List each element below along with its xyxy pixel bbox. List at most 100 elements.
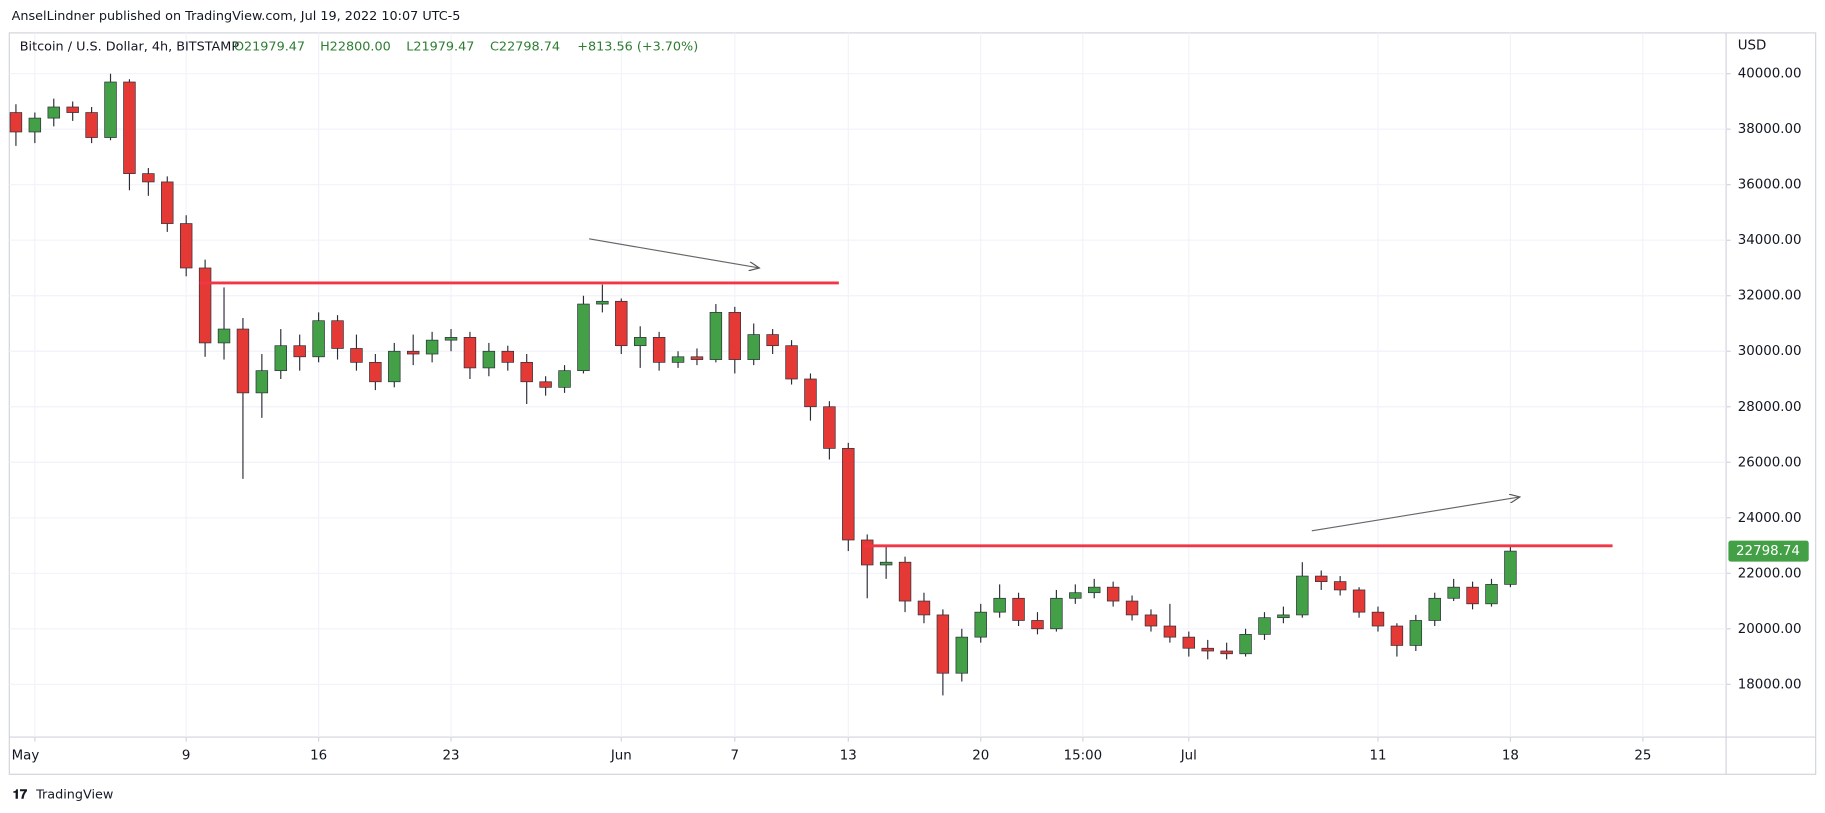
candle-body [350, 348, 363, 363]
candle-body [671, 356, 685, 363]
x-tick-label: 11 [1369, 749, 1386, 764]
y-tick-label: 32000.00 [1738, 289, 1802, 304]
candle-body [1239, 634, 1252, 655]
y-tick-label: 40000.00 [1738, 67, 1802, 82]
x-tick-label: May [12, 749, 40, 764]
candle-body [463, 337, 477, 369]
candle-body [66, 106, 79, 113]
y-tick-label: 30000.00 [1738, 344, 1802, 359]
candle-body [1296, 575, 1309, 616]
candle-body [1069, 592, 1082, 599]
candle-body [690, 356, 704, 360]
y-tick-label: 22000.00 [1738, 566, 1802, 581]
x-tick-label: 23 [443, 749, 460, 764]
x-tick-label: 7 [731, 749, 740, 764]
candle-body [1428, 597, 1441, 621]
x-tick-label: Jun [610, 749, 632, 764]
x-tick-label: Jul [1180, 749, 1197, 764]
candle-body [1088, 586, 1101, 594]
candle-body [955, 636, 969, 674]
candle-body [1315, 575, 1328, 582]
candle-body [1106, 586, 1120, 602]
grid [9, 32, 1727, 738]
candle-body [1163, 625, 1177, 638]
candle-body [161, 181, 174, 224]
candle-body [520, 361, 533, 383]
candle-body [28, 117, 42, 133]
candle-body [406, 350, 420, 355]
candle-body [917, 600, 931, 616]
candle-body [728, 312, 742, 360]
candle-body [709, 312, 723, 360]
candle-body [577, 303, 590, 372]
candle-body [1447, 586, 1460, 599]
candle-body [142, 173, 155, 183]
y-tick-label: 28000.00 [1738, 400, 1802, 415]
candle-body [842, 448, 855, 541]
candle-body [217, 328, 231, 344]
candle-body [9, 112, 23, 133]
candle-body [1485, 584, 1498, 605]
candle-body [1352, 589, 1366, 613]
candle-body [482, 350, 496, 369]
candle-body [539, 381, 552, 388]
candle-body [236, 328, 250, 394]
candle-body [633, 337, 647, 347]
x-tick-label: 20 [972, 749, 989, 764]
candle-body [1220, 650, 1233, 655]
symbol-title: Bitcoin / U.S. Dollar, 4h, BITSTAMP [20, 39, 240, 54]
candle-body [85, 112, 98, 138]
candle-body [974, 611, 987, 638]
candle-body [198, 267, 212, 344]
candle-body [1182, 636, 1196, 649]
ohlc-high: H22800.00 [320, 39, 391, 54]
candle-body [1333, 581, 1347, 591]
trend-arrow [589, 238, 759, 268]
candle-body [652, 337, 666, 363]
candle-body [1031, 620, 1044, 630]
candle-body [1258, 617, 1271, 635]
candle-body [255, 370, 269, 394]
candle-body [1277, 614, 1290, 619]
candle-body [104, 81, 117, 138]
candle-body [123, 81, 136, 174]
x-tick-label: 16 [310, 749, 327, 764]
y-tick-label: 18000.00 [1738, 677, 1802, 692]
trend-arrow [1311, 497, 1520, 532]
candle-body [1390, 625, 1404, 646]
y-tick-label: 26000.00 [1738, 455, 1802, 470]
candle-body [993, 597, 1006, 613]
last-price-tag [1728, 540, 1809, 562]
candle-body [1144, 614, 1158, 627]
candle-body [1201, 647, 1214, 652]
x-tick-label: 15:00 [1064, 749, 1103, 764]
header: AnselLindner published on TradingView.co… [12, 9, 461, 24]
candle-body [501, 350, 514, 363]
logo-mark: 𝟏𝟕 [13, 788, 28, 803]
candle-body [785, 345, 798, 380]
candle-body [1371, 611, 1385, 627]
candle-body [766, 334, 779, 347]
candle-body [1504, 550, 1517, 585]
plot-area [9, 73, 1613, 696]
y-tick-label: 36000.00 [1738, 178, 1802, 193]
candle-body [898, 561, 912, 602]
x-tick-label: 25 [1634, 749, 1651, 764]
chart-frame [8, 32, 1817, 775]
currency-label: USD [1738, 39, 1767, 54]
candle-body [1050, 597, 1063, 630]
candle-body [331, 320, 344, 349]
candle-body [936, 614, 950, 674]
ohlc-low: L21979.47 [406, 39, 474, 54]
y-tick-label: 34000.00 [1738, 233, 1802, 248]
candle-body [823, 406, 836, 449]
ohlc-open: O21979.47 [234, 39, 305, 54]
candle-body [596, 300, 609, 305]
y-tick-label: 20000.00 [1738, 622, 1802, 637]
footer: TradingView [35, 788, 113, 803]
candle-body [1125, 600, 1139, 616]
axes: 18000.00 20000.00 22000.00 24000.00 26000.00… [12, 67, 1809, 764]
x-tick-label: 13 [840, 749, 857, 764]
